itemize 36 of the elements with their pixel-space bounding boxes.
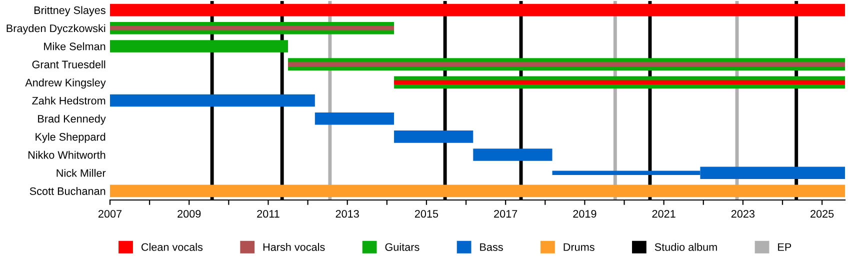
bar [394, 130, 474, 143]
x-tick-label: 2015 [414, 210, 438, 218]
y-tick-label: Mike Selman [44, 42, 106, 50]
y-tick-label: Nikko Whitworth [28, 150, 106, 159]
x-tick-label: 2017 [494, 210, 518, 218]
bar [110, 40, 288, 52]
y-tick-label: Zahk Hedstrom [32, 96, 106, 105]
y-tick-label: Brad Kennedy [38, 114, 106, 125]
y-tick-label: Grant Truesdell [32, 60, 106, 68]
bar [288, 62, 845, 66]
legend-label: Studio album [654, 242, 717, 251]
y-tick-label: Kyle Sheppard [36, 132, 106, 143]
x-tick-label: 2011 [257, 210, 280, 218]
x-tick-label: 2021 [652, 210, 676, 218]
bar [314, 112, 394, 125]
legend-label: Drums [564, 243, 594, 251]
legend-label: Harsh vocals [263, 242, 325, 251]
y-tick-label: Nick Miller [56, 168, 106, 177]
y-tick-label: Scott Buchanan [30, 187, 106, 195]
bar [110, 94, 315, 107]
x-tick-label: 2025 [810, 210, 834, 218]
legend-label: EP [778, 243, 792, 251]
bar [110, 26, 394, 30]
x-tick-label: 2013 [336, 210, 359, 218]
y-tick-label: Brittney Slayes [34, 6, 106, 16]
y-tick-label: Brayden Dyczkowski [6, 24, 106, 34]
x-tick-label: 2019 [573, 210, 596, 218]
bar [110, 184, 845, 198]
x-tick-label: 2007 [98, 210, 122, 218]
legend-label: Bass [480, 243, 503, 251]
x-tick-label: 2023 [731, 210, 755, 218]
legend-label: Guitars [385, 242, 420, 251]
bar [473, 148, 552, 161]
y-tick-label: Andrew Kingsley [25, 78, 106, 89]
x-tick-label: 2009 [178, 210, 201, 218]
legend-label: Clean vocals [141, 242, 203, 251]
